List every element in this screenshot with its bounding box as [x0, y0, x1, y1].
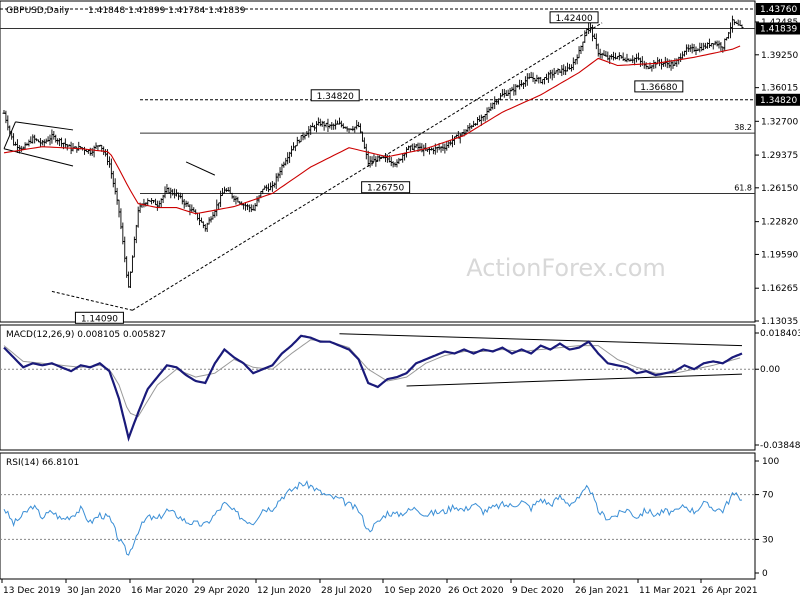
fib-label: 61.8: [734, 184, 752, 193]
y-tick-label: 0: [762, 569, 768, 579]
x-tick-label: 29 Apr 2020: [194, 586, 250, 596]
rsi-panel: RSI(14) 66.8101 100 70 30 0: [0, 452, 779, 580]
trendline: [51, 290, 133, 311]
annotation-box: [74, 311, 124, 324]
annotation-label: 1.14090: [81, 314, 118, 324]
axis-level-box: [756, 22, 800, 35]
x-tick-label: 26 Jan 2021: [575, 586, 629, 596]
y-tick-label: 1.16265: [761, 284, 798, 294]
y-tick-label: 1.32700: [761, 117, 798, 127]
price-annotation: 1.42400: [549, 11, 599, 24]
y-tick-label: 1.22820: [761, 218, 798, 228]
x-tick-label: 10 Sep 2020: [384, 586, 441, 596]
y-tick-label: 1.36015: [761, 84, 798, 94]
annotation-box: [310, 89, 360, 102]
macd-trendline: [339, 333, 743, 347]
y-tick-label: -0.038483: [760, 441, 800, 451]
x-tick-label: 13 Dec 2019: [3, 586, 61, 596]
macd-panel: MACD(12,26,9) 0.008105 0.005827 0.018403…: [0, 324, 800, 451]
x-axis: 13 Dec 2019 30 Jan 2020 16 Mar 2020 29 Apr …: [1, 579, 758, 596]
y-tick-label: 1.19590: [761, 250, 798, 260]
trendline: [3, 148, 74, 167]
trendline: [132, 22, 603, 311]
sma-line: [3, 45, 741, 215]
y-tick-label: 100: [762, 457, 779, 467]
axis-level-label: 1.43760: [760, 5, 797, 15]
trendline: [185, 161, 216, 176]
annotation-box: [634, 80, 684, 93]
price-ohlc: 1.41848 1.41899 1.41784 1.41839: [88, 6, 246, 16]
x-tick-label: 26 Oct 2020: [448, 586, 504, 596]
x-tick-label: 11 Mar 2021: [639, 586, 696, 596]
ohlc-bar: [740, 24, 744, 29]
x-tick-label: 16 Mar 2020: [131, 586, 188, 596]
annotation-box: [549, 11, 599, 24]
axis-level-label: 1.41839: [760, 25, 797, 35]
macd-title: MACD(12,26,9) 0.008105 0.005827: [6, 330, 166, 340]
price-annotation: 1.36680: [634, 80, 684, 93]
trendlines: [3, 22, 603, 311]
axis-level-box: [756, 3, 800, 15]
price-annotation: 1.14090: [74, 311, 124, 324]
fib-label: 38.2: [734, 123, 752, 132]
rsi-title: RSI(14) 66.8101: [6, 458, 79, 468]
price-bars: [2, 15, 744, 288]
y-tick-label: 70: [762, 491, 774, 501]
price-annotation: 1.26750: [361, 181, 411, 194]
y-tick-label: 1.29375: [761, 151, 798, 161]
price-title: GBPUSD,Daily: [6, 6, 70, 16]
annotation-label: 1.36680: [640, 83, 677, 93]
x-tick-label: 9 Dec 2020: [512, 586, 564, 596]
axis-level-box: [756, 93, 800, 106]
rsi-line: [3, 480, 743, 556]
macd-signal-line: [3, 339, 741, 418]
y-tick-label: 30: [762, 535, 774, 545]
sma-path: [3, 45, 741, 215]
x-tick-label: 12 Jun 2020: [257, 586, 311, 596]
annotation-label: 1.42400: [555, 14, 592, 24]
price-watermark: ActionForex.com: [466, 254, 666, 282]
y-tick-label: 1.13035: [761, 317, 798, 327]
price-annotation: 1.34820: [310, 89, 360, 102]
y-tick-label: 0.018403: [760, 329, 800, 339]
macd-trendline: [406, 373, 743, 387]
x-tick-label: 28 Jul 2020: [321, 586, 372, 596]
axis-level-label: 1.34820: [760, 96, 797, 106]
macd-trendlines: [339, 333, 743, 387]
x-tick-label: 30 Jan 2020: [67, 586, 121, 596]
macd-line: [3, 334, 743, 442]
price-panel: ActionForex.com 38.2 61.8 1.42400 1.34820 1…: [0, 0, 800, 327]
trendline: [15, 121, 74, 131]
y-tick-label: 0.00: [760, 365, 780, 375]
annotation-box: [361, 181, 411, 194]
annotation-label: 1.26750: [367, 184, 404, 194]
x-tick-label: 26 Apr 2021: [702, 586, 758, 596]
y-tick-label: 1.39250: [761, 51, 798, 61]
annotation-label: 1.34820: [317, 92, 354, 102]
y-tick-label: 1.26150: [761, 184, 798, 194]
